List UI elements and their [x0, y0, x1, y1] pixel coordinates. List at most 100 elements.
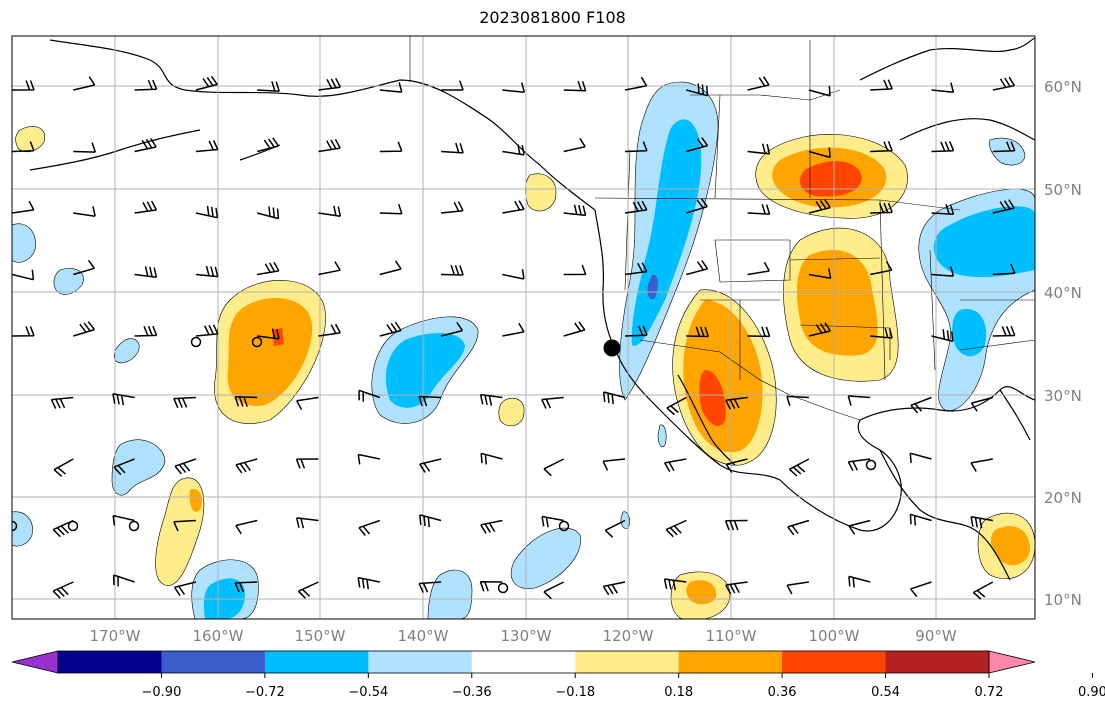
lat-label: 30°N	[1044, 387, 1082, 405]
wind-barb	[112, 393, 135, 406]
wind-barb	[296, 396, 319, 410]
wind-barb	[73, 321, 95, 337]
wind-barb	[234, 581, 258, 593]
colorbar-tick-label: −0.54	[348, 685, 388, 700]
wind-barb	[808, 85, 831, 97]
wind-barb	[931, 329, 954, 343]
wind-barb	[909, 513, 932, 526]
wind-barb	[747, 76, 770, 91]
wind-barb	[257, 81, 280, 92]
wind-barb	[663, 578, 687, 591]
colorbar-frame	[57, 650, 990, 674]
wind-barb	[992, 76, 1016, 91]
wind-barb	[541, 396, 564, 409]
wind-barb	[686, 137, 709, 153]
wind-barb	[624, 141, 648, 153]
wind-barb	[847, 395, 871, 406]
wind-barb	[173, 396, 196, 409]
wind-barb	[134, 266, 158, 278]
wind-barb	[441, 142, 464, 154]
wind-barb	[931, 204, 955, 215]
lon-axis: 170°W 160°W 150°W 140°W 130°W 120°W 110°…	[90, 627, 957, 645]
wind-barb	[73, 142, 97, 153]
wind-barb	[909, 452, 932, 464]
wind-barb	[357, 576, 380, 590]
wind-barb	[624, 325, 648, 337]
wind-barb	[724, 519, 748, 531]
wind-barb	[725, 581, 748, 595]
wind-barb	[50, 396, 74, 409]
wind-barb	[379, 141, 403, 153]
wind-barb	[563, 264, 587, 276]
lat-label: 40°N	[1044, 284, 1082, 302]
wind-barb	[847, 458, 871, 472]
lon-label: 140°W	[398, 627, 449, 645]
map-title: 2023081800 F108	[479, 8, 626, 27]
wind-barb	[502, 82, 526, 94]
wind-barb	[257, 328, 280, 340]
wind-barbs	[12, 75, 1016, 600]
lon-label: 90°W	[915, 627, 957, 645]
wind-barb	[870, 327, 893, 339]
wind-barb	[992, 141, 1016, 153]
wind-barb	[725, 396, 748, 410]
wind-barb	[541, 515, 564, 528]
plot-frame	[11, 35, 1036, 620]
wind-barb	[440, 321, 464, 337]
wind-barb	[173, 581, 197, 597]
wind-barb	[318, 205, 342, 218]
wind-barb	[112, 514, 135, 526]
wind-barb	[992, 263, 1016, 276]
wind-barb	[12, 396, 13, 398]
wind-barb	[195, 140, 219, 153]
wind-barb	[295, 458, 319, 469]
lon-label: 110°W	[706, 627, 757, 645]
lon-label: 100°W	[809, 627, 860, 645]
wind-barb	[134, 200, 158, 214]
wind-barb	[479, 393, 503, 406]
wind-barb	[419, 514, 442, 528]
wind-barb	[134, 79, 158, 91]
wind-barb	[418, 581, 442, 593]
wind-barb	[12, 200, 35, 214]
wind-barb	[870, 79, 893, 91]
wind-barb	[786, 395, 809, 407]
wind-barb	[418, 395, 442, 407]
wind-barb	[257, 206, 280, 220]
colorbar-segment	[471, 651, 576, 673]
wind-barb	[992, 199, 1015, 214]
wind-barb	[787, 519, 810, 536]
graticule	[12, 36, 1035, 619]
wind-barb	[235, 519, 258, 535]
wind-barb	[786, 581, 810, 595]
lat-axis: 60°N 50°N 40°N 30°N 20°N 10°N	[1044, 78, 1082, 609]
lat-label: 20°N	[1044, 489, 1082, 507]
wind-barb	[563, 204, 587, 217]
colorbar-segment	[885, 651, 990, 673]
colorbar-tick-label: 0.90	[1078, 685, 1105, 700]
wind-barb	[441, 265, 464, 276]
wind-barb	[195, 265, 219, 278]
wind-barb	[257, 261, 280, 276]
wind-barb	[12, 458, 13, 459]
wind-barb	[910, 581, 932, 598]
wind-barb	[195, 75, 218, 91]
wind-barb	[502, 268, 525, 280]
wind-barb	[195, 205, 219, 219]
wind-barb	[357, 453, 380, 465]
wind-barb	[12, 141, 35, 153]
wind-barb	[725, 458, 748, 474]
wind-barb	[972, 581, 994, 600]
wind-barb	[235, 458, 258, 474]
wind-barb	[747, 204, 771, 215]
wind-barb	[665, 519, 687, 538]
wind-barb	[686, 260, 709, 276]
wind-barb	[602, 458, 626, 471]
wind-barb	[686, 326, 710, 338]
lat-label: 60°N	[1044, 78, 1082, 96]
wind-barb	[441, 201, 464, 214]
colorbar-tick-label: 0.18	[664, 685, 693, 700]
wind-barb	[602, 581, 626, 596]
wind-barb	[563, 137, 586, 153]
colorbar-segment	[368, 651, 473, 673]
